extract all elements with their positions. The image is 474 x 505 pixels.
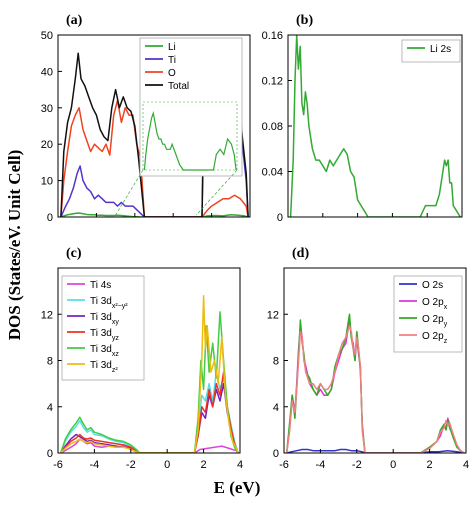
y-tick-label: 50 bbox=[41, 30, 53, 42]
legend-entry: O 2px bbox=[422, 297, 448, 311]
x-tick-label: 0 bbox=[390, 459, 396, 471]
series-line-2 bbox=[60, 99, 249, 217]
legend-entry-subscript: xy bbox=[112, 319, 120, 326]
legend-entry-subscript: x bbox=[444, 304, 448, 311]
y-tick-label: 0.04 bbox=[262, 167, 283, 179]
series-line-0 bbox=[286, 448, 465, 453]
panel-label: (a) bbox=[66, 13, 83, 28]
plot-frame bbox=[57, 34, 251, 218]
series-line-3 bbox=[60, 371, 239, 453]
y-tick-label: 30 bbox=[41, 103, 53, 115]
legend-entry: O 2s bbox=[422, 280, 443, 291]
legend-entry: O 2py bbox=[422, 314, 448, 328]
x-tick-label: 4 bbox=[463, 459, 469, 471]
legend-entry-subscript: yz bbox=[112, 335, 120, 342]
series-line-0 bbox=[60, 212, 249, 217]
panel-b: 0 0.04 0.08 0.12 0.16 (b) Li 2s bbox=[262, 13, 463, 224]
y-tick-label: 0 bbox=[47, 212, 53, 224]
y-tick-label: 0 bbox=[273, 448, 279, 460]
legend-entry: Li bbox=[168, 42, 176, 53]
legend-entry: Total bbox=[168, 81, 189, 92]
panel-d: 0 4 8 12 -6 -4 -2 0 2 4 (d) O 2s O 2px O 2py O 2pz bbox=[267, 246, 469, 471]
y-tick-label: 8 bbox=[273, 356, 279, 368]
legend-entry: Ti 3dz² bbox=[90, 360, 118, 374]
legend-entry: O 2pz bbox=[422, 331, 448, 345]
y-tick-label: 0.08 bbox=[262, 121, 283, 133]
inset-connector bbox=[195, 169, 238, 216]
y-tick-label: 0.16 bbox=[262, 30, 283, 42]
legend-entry: O bbox=[168, 68, 176, 79]
y-tick-label: 4 bbox=[47, 402, 53, 414]
x-tick-label: 4 bbox=[237, 459, 243, 471]
x-tick-label: -2 bbox=[126, 459, 136, 471]
legend-entry-subscript: z² bbox=[112, 367, 119, 374]
inset-series-line bbox=[143, 110, 237, 171]
x-tick-label: -6 bbox=[279, 459, 289, 471]
legend-entry-subscript: z bbox=[444, 338, 448, 345]
panel-a: 0 10 20 30 40 50 (a) Li Ti O Total bbox=[41, 13, 251, 224]
legend-entry-subscript: y bbox=[444, 321, 448, 328]
x-tick-label: 0 bbox=[164, 459, 170, 471]
legend-entry: Ti 4s bbox=[90, 280, 111, 291]
x-tick-label: -4 bbox=[90, 459, 100, 471]
inset-connector bbox=[115, 169, 144, 216]
panel-label: (b) bbox=[296, 13, 313, 28]
legend-entry: Ti bbox=[168, 55, 176, 66]
legend-entry: Li 2s bbox=[430, 44, 451, 55]
series-line-3 bbox=[285, 325, 465, 453]
y-tick-label: 8 bbox=[47, 356, 53, 368]
x-tick-label: 2 bbox=[427, 459, 433, 471]
y-tick-label: 0.12 bbox=[262, 76, 283, 88]
legend-box bbox=[139, 37, 243, 177]
legend-box bbox=[401, 39, 461, 63]
y-tick-label: 10 bbox=[41, 176, 53, 188]
panel-label: (c) bbox=[66, 246, 82, 261]
legend-entry-subscript: x²−y² bbox=[112, 303, 128, 310]
series-line-5 bbox=[60, 295, 239, 453]
x-tick-label: 2 bbox=[201, 459, 207, 471]
legend-box bbox=[393, 275, 463, 353]
legend-entry-subscript: xz bbox=[112, 351, 120, 358]
y-tick-label: 0 bbox=[47, 448, 53, 460]
series-line-0 bbox=[289, 35, 461, 217]
y-tick-label: 12 bbox=[267, 309, 279, 321]
y-tick-label: 12 bbox=[41, 309, 53, 321]
legend-box bbox=[61, 275, 145, 381]
y-tick-label: 4 bbox=[273, 402, 279, 414]
x-axis-label: E (eV) bbox=[213, 478, 261, 497]
x-tick-label: -4 bbox=[316, 459, 326, 471]
y-tick-label: 0 bbox=[277, 212, 283, 224]
x-tick-label: -6 bbox=[53, 459, 63, 471]
panel-label: (d) bbox=[292, 246, 309, 261]
y-tick-label: 20 bbox=[41, 139, 53, 151]
y-tick-label: 40 bbox=[41, 66, 53, 78]
x-tick-label: -2 bbox=[352, 459, 362, 471]
series-line-4 bbox=[59, 311, 239, 453]
